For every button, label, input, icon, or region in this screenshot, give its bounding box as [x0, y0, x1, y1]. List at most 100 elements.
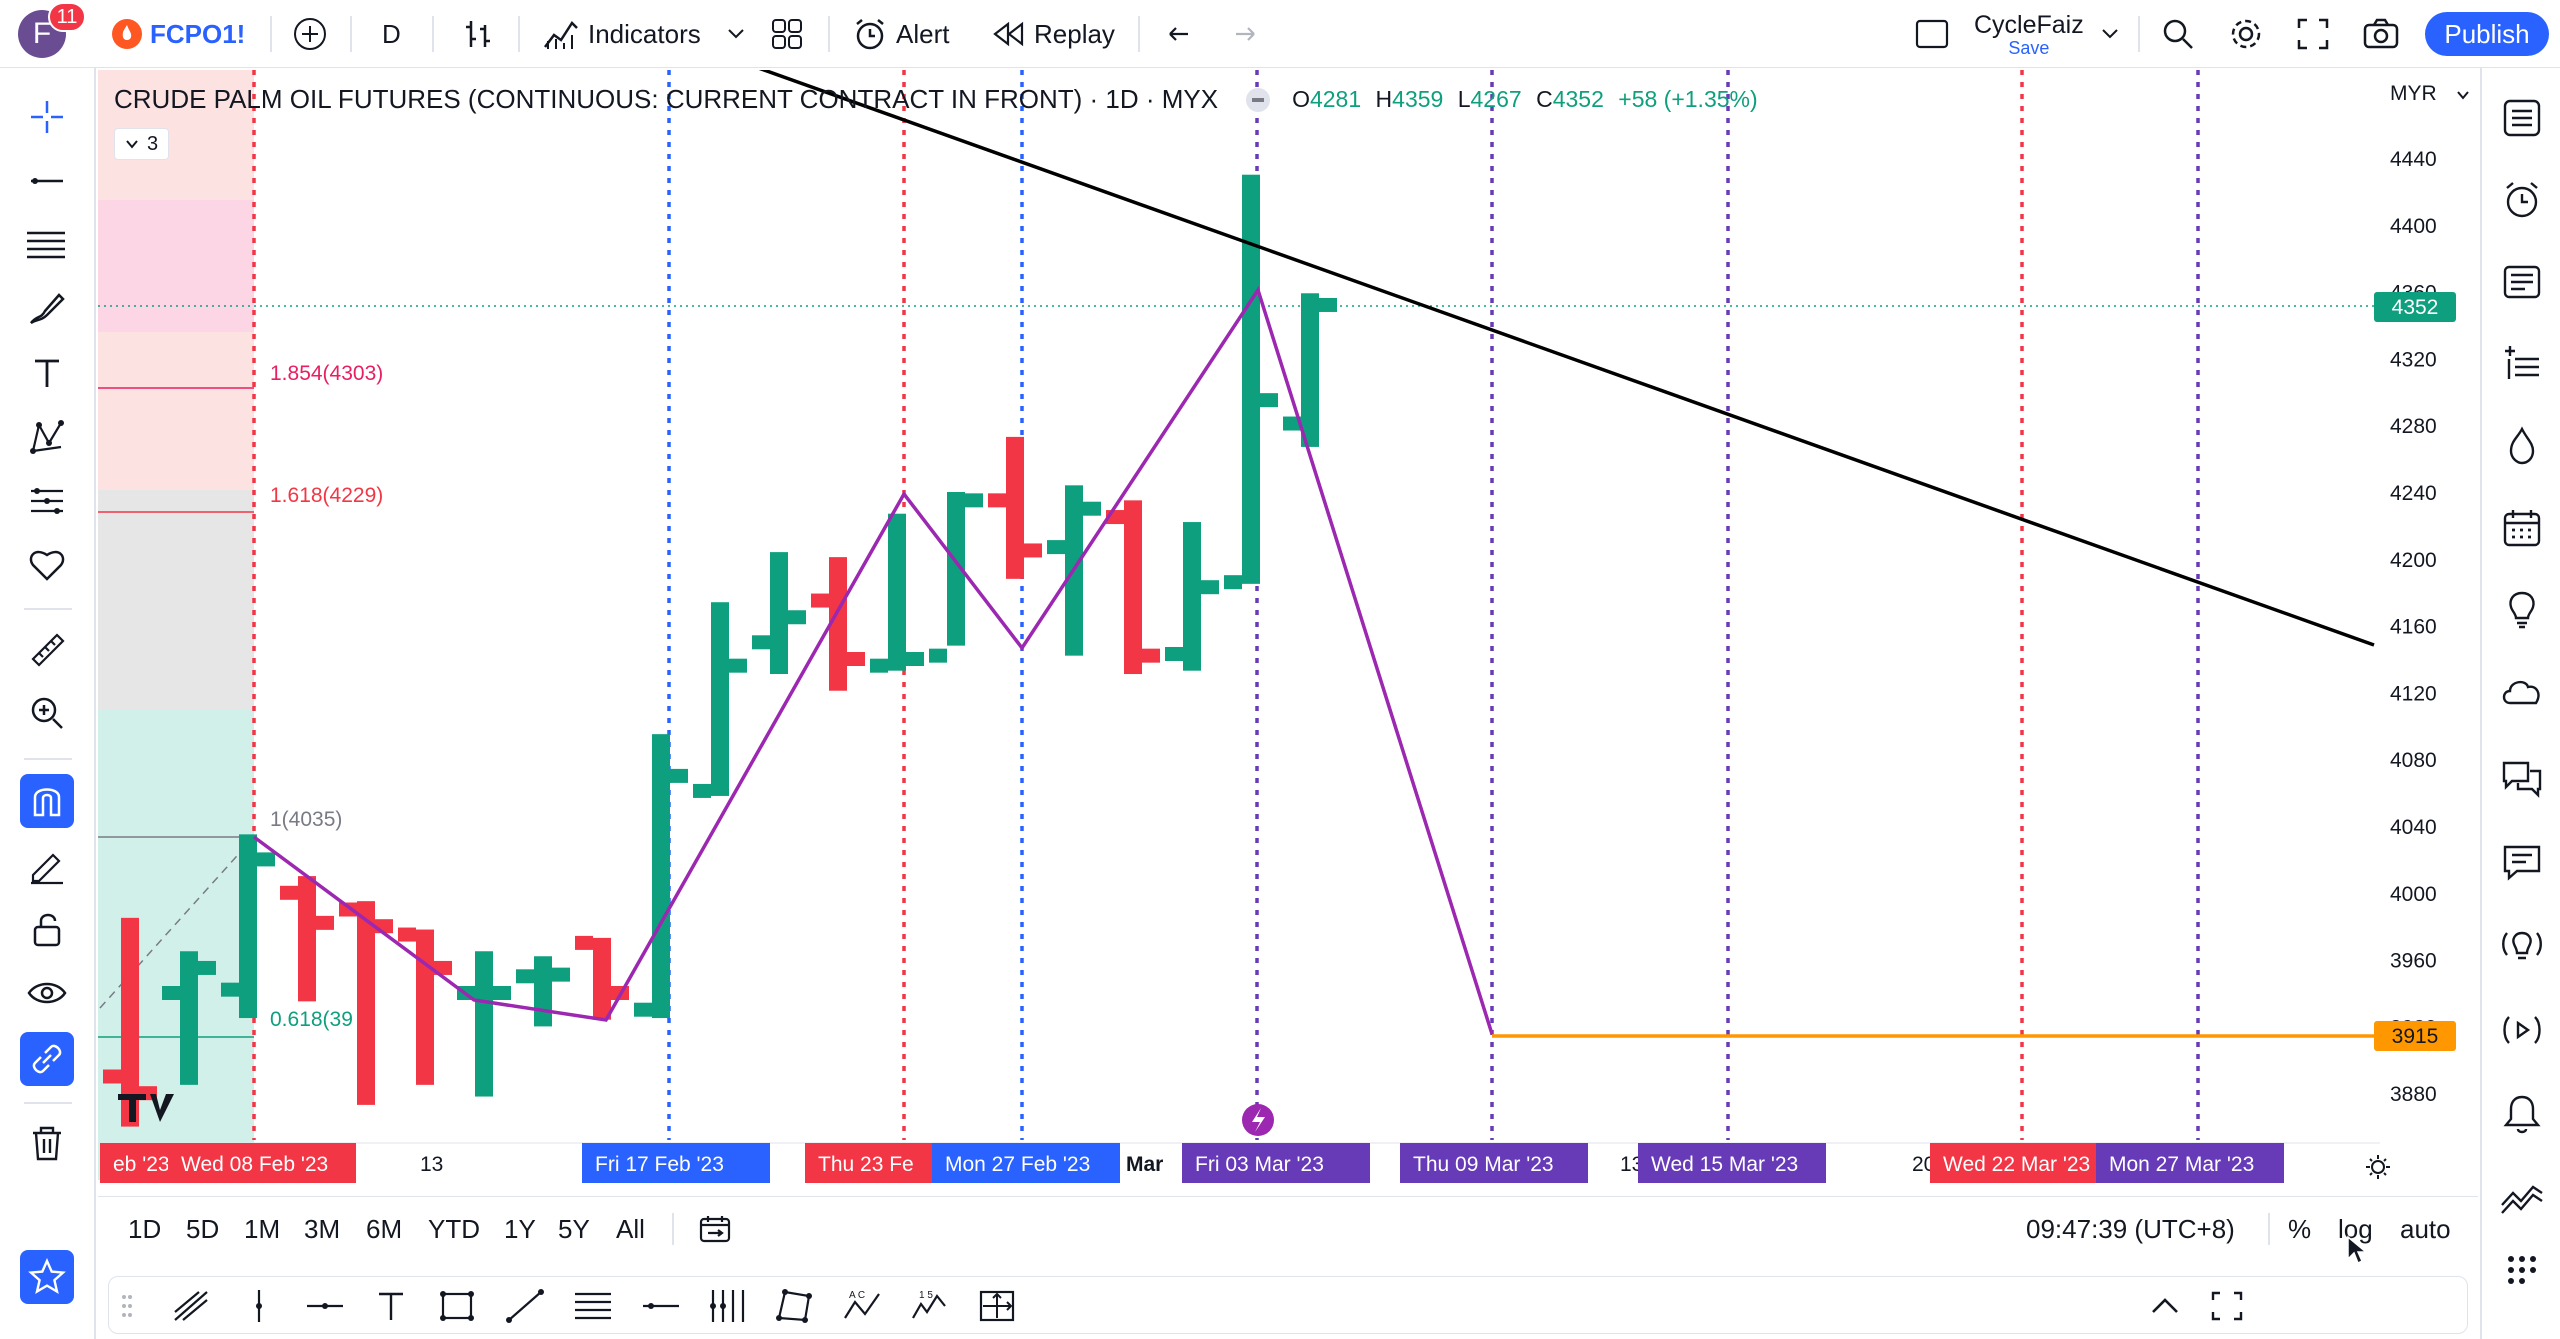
auto-scale-toggle[interactable]: auto	[2400, 1197, 2451, 1261]
axis-settings-button[interactable]	[2366, 1155, 2390, 1179]
text-tool[interactable]	[369, 1287, 413, 1325]
chart-pane[interactable]: 1.854(4303) 1.618(4229) 1(4035) 0.618(39…	[98, 48, 2478, 1190]
range-button-ytd[interactable]: YTD	[428, 1213, 480, 1244]
remove-drawings-button[interactable]	[20, 1116, 74, 1170]
chart-canvas[interactable]: 1.854(4303) 1.618(4229) 1(4035) 0.618(39…	[98, 48, 2478, 1190]
calendar-button[interactable]	[2496, 502, 2548, 554]
hotlists-button[interactable]	[2496, 420, 2548, 472]
layout-checkbox[interactable]	[1914, 0, 1950, 68]
snapshot-button[interactable]	[2362, 0, 2400, 68]
news-button[interactable]	[2496, 256, 2548, 308]
cycle-lines-tool[interactable]	[705, 1287, 749, 1325]
object-tree-button[interactable]	[2496, 338, 2548, 390]
alerts-panel-button[interactable]	[2496, 174, 2548, 226]
divider	[2268, 1213, 2270, 1245]
sync-drawings-toggle[interactable]	[20, 1032, 74, 1086]
stay-in-drawing-toggle[interactable]	[20, 838, 74, 892]
price-axis[interactable]: 4440440043604320428042404200416041204080…	[2390, 148, 2437, 1106]
brush-tool[interactable]	[20, 282, 74, 336]
polygon-tool[interactable]	[773, 1287, 817, 1325]
messages-button[interactable]	[2496, 836, 2548, 888]
settings-button[interactable]	[2228, 0, 2264, 68]
fullscreen-button[interactable]	[2296, 0, 2330, 68]
indicators-button[interactable]: Indicators	[542, 0, 701, 68]
redo-button[interactable]	[1228, 0, 1262, 68]
more-widgets-button[interactable]	[2496, 1244, 2548, 1296]
range-button-1y[interactable]: 1Y	[504, 1213, 536, 1244]
symbol-search-button[interactable]: FCPO1!	[112, 0, 245, 68]
time-axis[interactable]: eb '23 Wed 08 Feb '23 13 Fri 17 Feb '23 Thu …	[100, 1143, 2284, 1183]
bar-range	[888, 513, 906, 671]
percent-scale-toggle[interactable]: %	[2288, 1197, 2311, 1261]
indicators-dropdown[interactable]	[726, 0, 746, 68]
alert-button[interactable]: Alert	[852, 0, 949, 68]
templates-button[interactable]	[770, 0, 804, 68]
range-button-1d[interactable]: 1D	[128, 1213, 162, 1244]
fib-tool[interactable]	[20, 218, 74, 272]
collapse-panel-button[interactable]	[2143, 1287, 2187, 1325]
undo-button[interactable]	[1162, 0, 1196, 68]
replay-button[interactable]: Replay	[992, 0, 1115, 68]
compare-add-button[interactable]	[292, 0, 328, 68]
elliott-wave-tool[interactable]: 1 5	[909, 1287, 953, 1325]
bar-open-tick	[929, 648, 947, 663]
forecast-tool[interactable]	[20, 474, 74, 528]
ideas-button[interactable]	[2496, 584, 2548, 636]
date-price-range-tool[interactable]	[975, 1287, 1019, 1325]
trading-panel-button[interactable]	[2496, 1172, 2548, 1224]
trend-line-tool[interactable]	[20, 154, 74, 208]
layout-name-button[interactable]: CycleFaiz Save	[1974, 0, 2084, 68]
fib-lines-icon	[575, 1292, 611, 1320]
search-button[interactable]	[2160, 0, 2196, 68]
trend-line[interactable]	[707, 48, 2375, 647]
pitchfork-tool[interactable]	[169, 1287, 213, 1325]
bar-range	[829, 557, 847, 691]
crosshair-tool[interactable]	[20, 90, 74, 144]
range-button-5d[interactable]: 5D	[186, 1213, 220, 1244]
horizontal-line-tool[interactable]	[639, 1287, 683, 1325]
hide-drawings-toggle[interactable]	[20, 966, 74, 1020]
range-button-6m[interactable]: 6M	[366, 1213, 403, 1244]
clock-timezone[interactable]: 09:47:39 (UTC+8)	[2026, 1197, 2235, 1261]
range-button-5y[interactable]: 5Y	[558, 1213, 590, 1244]
watchlist-favorites-button[interactable]	[20, 1250, 74, 1304]
favorites-tool[interactable]	[20, 538, 74, 592]
cloud-chat-button[interactable]	[2496, 668, 2548, 720]
range-button-1m[interactable]: 1M	[244, 1213, 281, 1244]
vertical-line-tool[interactable]	[237, 1287, 281, 1325]
range-button-3m[interactable]: 3M	[304, 1213, 341, 1244]
zoom-tool[interactable]	[20, 686, 74, 740]
zigzag-line[interactable]	[252, 285, 1494, 1035]
magnet-mode-toggle[interactable]	[20, 774, 74, 828]
horizontal-ray-tool[interactable]	[303, 1287, 347, 1325]
auto-label: auto	[2400, 1213, 2451, 1244]
abcd-pattern-tool[interactable]: A C	[841, 1287, 885, 1325]
date-price-range-icon	[979, 1290, 1015, 1322]
chats-button[interactable]	[2496, 752, 2548, 804]
rectangle-tool[interactable]	[435, 1287, 479, 1325]
notifications-button[interactable]	[2496, 1088, 2548, 1140]
bar-open-tick	[103, 1069, 121, 1084]
measure-tool[interactable]	[20, 622, 74, 676]
range-button-all[interactable]: All	[616, 1213, 645, 1244]
indicators-collapse-button[interactable]: 3	[114, 128, 170, 160]
fib-retracement-tool[interactable]	[571, 1287, 615, 1325]
symbol-legend[interactable]: CRUDE PALM OIL FUTURES (CONTINUOUS: CURR…	[114, 84, 1758, 115]
publish-button[interactable]: Publish	[2425, 12, 2549, 56]
log-scale-toggle[interactable]: log	[2338, 1197, 2373, 1261]
pattern-tool[interactable]	[20, 410, 74, 464]
interval-button[interactable]: D	[382, 0, 401, 68]
currency-label[interactable]: MYR	[2390, 82, 2437, 105]
drag-handle[interactable]	[117, 1287, 137, 1325]
watchlist-button[interactable]	[2496, 92, 2548, 144]
chart-type-button[interactable]	[462, 0, 494, 68]
lock-drawings-toggle[interactable]	[20, 902, 74, 956]
maximize-panel-button[interactable]	[2205, 1287, 2249, 1325]
goto-date-button[interactable]	[698, 1197, 732, 1261]
layout-dropdown[interactable]	[2100, 0, 2120, 68]
text-tool[interactable]	[20, 346, 74, 400]
streams-button[interactable]	[2496, 920, 2548, 972]
live-streams-button[interactable]	[2496, 1004, 2548, 1056]
trend-line-tool[interactable]	[503, 1287, 547, 1325]
bar-range	[1006, 436, 1024, 579]
